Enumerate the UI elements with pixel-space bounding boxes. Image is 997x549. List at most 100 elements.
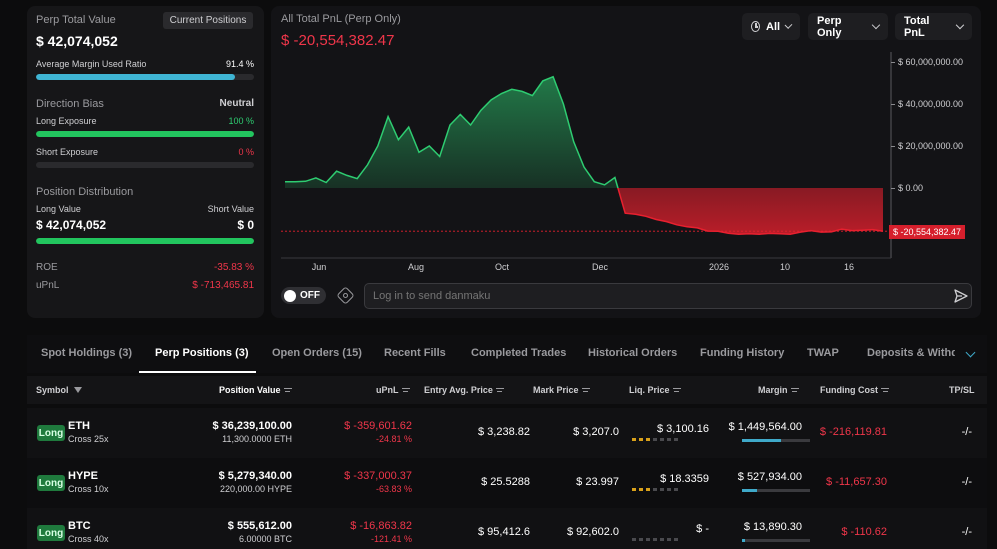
clock-icon <box>751 21 761 32</box>
x-tick-label: Jun <box>311 262 327 272</box>
x-tick-label: Oct <box>494 262 510 272</box>
x-tick-label: 2026 <box>708 262 730 272</box>
y-tick-label: $ 40,000,000.00 <box>898 99 964 109</box>
current-pnl-axis-label: $ -20,554,382.47 <box>889 225 966 239</box>
x-tick-label: 16 <box>843 262 855 272</box>
danmaku-input[interactable] <box>364 283 972 309</box>
sort-icon[interactable] <box>401 387 410 394</box>
table-row[interactable]: Long BTC Cross 40x $ 555,612.00 6.00000 … <box>27 508 987 549</box>
upnl-percent: -24.81 % <box>375 434 412 444</box>
margin-value: $ 527,934.00 <box>737 471 802 483</box>
position-value: $ 36,239,100.00 <box>212 420 292 432</box>
send-icon[interactable] <box>953 288 969 304</box>
short-value: $ 0 <box>237 218 254 232</box>
col-upnl-label: uPnL <box>376 385 399 395</box>
tab-recent-fills[interactable]: Recent Fills <box>384 347 446 359</box>
toggle-knob <box>284 289 296 302</box>
chevron-down-icon <box>955 20 965 30</box>
tab-open-orders[interactable]: Open Orders (15) <box>272 347 362 359</box>
col-funding-cost[interactable]: Funding Cost <box>820 385 889 395</box>
col-margin[interactable]: Margin <box>758 385 799 395</box>
tab-twap[interactable]: TWAP <box>807 347 839 359</box>
col-mark-price[interactable]: Mark Price <box>533 385 590 395</box>
symbol-name[interactable]: BTC <box>68 520 91 532</box>
funding-cost: $ -110.62 <box>841 526 887 538</box>
tab-historical-orders[interactable]: Historical Orders <box>588 347 678 359</box>
range-dropdown[interactable]: All <box>742 13 800 40</box>
leverage: Cross 25x <box>68 434 109 444</box>
x-tick-label: Aug <box>407 262 425 272</box>
metric-dropdown[interactable]: Total PnL <box>895 13 972 40</box>
col-upnl[interactable]: uPnL <box>376 385 410 395</box>
tpsl-value[interactable]: -/- <box>961 426 972 438</box>
entry-price: $ 95,412.6 <box>478 526 530 538</box>
long-exposure-label: Long Exposure <box>36 116 97 126</box>
perp-total-value-label: Perp Total Value <box>36 14 116 26</box>
long-exposure-value: 100 % <box>228 116 254 126</box>
position-value: $ 555,612.00 <box>227 520 292 532</box>
tab-spot-holdings[interactable]: Spot Holdings (3) <box>41 347 133 359</box>
sort-icon[interactable] <box>672 387 681 394</box>
col-funding-label: Funding Cost <box>820 385 878 395</box>
pnl-chart[interactable] <box>271 40 981 280</box>
long-value-label: Long Value <box>36 204 81 214</box>
position-size: 11,300.0000 ETH <box>222 434 292 444</box>
sort-icon[interactable] <box>881 387 889 394</box>
col-liq-price[interactable]: Liq. Price <box>629 385 681 395</box>
sort-icon[interactable] <box>581 387 590 394</box>
current-positions-badge[interactable]: Current Positions <box>163 12 253 29</box>
liq-price: $ - <box>696 523 709 535</box>
x-tick-label: Dec <box>591 262 609 272</box>
symbol-name[interactable]: HYPE <box>68 470 98 482</box>
upnl-value: $ -337,000.37 <box>344 470 412 482</box>
leverage: Cross 40x <box>68 534 109 544</box>
short-exposure-label: Short Exposure <box>36 147 99 157</box>
avg-margin-value: 91.4 % <box>225 59 254 69</box>
upnl-percent: -121.41 % <box>370 534 412 544</box>
avg-margin-bar <box>36 74 254 80</box>
side-badge: Long <box>37 525 65 541</box>
upnl-label: uPnL <box>36 280 60 291</box>
sort-icon[interactable] <box>790 387 799 394</box>
mark-price: $ 23.997 <box>576 476 619 488</box>
col-tpsl-label: TP/SL <box>949 385 975 395</box>
tpsl-value[interactable]: -/- <box>961 526 972 538</box>
position-size: 6.00000 BTC <box>238 534 292 544</box>
tpsl-value[interactable]: -/- <box>961 476 972 488</box>
col-entry-price[interactable]: Entry Avg. Price <box>424 385 504 395</box>
roe-value: -35.83 % <box>213 262 254 273</box>
col-symbol-label: Symbol <box>36 385 69 395</box>
scope-dropdown[interactable]: Perp Only <box>808 13 888 40</box>
filter-icon[interactable] <box>73 387 82 393</box>
funding-cost: $ -216,119.81 <box>819 426 887 438</box>
col-symbol[interactable]: Symbol <box>36 385 82 395</box>
position-value: $ 5,279,340.00 <box>218 470 292 482</box>
perp-total-value: $ 42,074,052 <box>36 33 118 49</box>
col-position-value[interactable]: Position Value <box>219 385 292 395</box>
active-tab-underline <box>139 371 256 373</box>
table-row[interactable]: Long HYPE Cross 10x $ 5,279,340.00 220,0… <box>27 458 987 508</box>
tab-perp-positions[interactable]: Perp Positions (3) <box>155 347 249 359</box>
table-row[interactable]: Long ETH Cross 25x $ 36,239,100.00 11,30… <box>27 408 987 458</box>
danmaku-toggle[interactable]: OFF <box>281 287 326 304</box>
short-value-label: Short Value <box>207 204 254 214</box>
pnl-area-positive <box>285 76 883 188</box>
sort-icon[interactable] <box>495 387 504 394</box>
tab-deposits-withdrawals[interactable]: Deposits & Withdra <box>867 347 955 359</box>
col-entry-label: Entry Avg. Price <box>424 385 493 395</box>
y-tick-label: $ 60,000,000.00 <box>898 57 964 67</box>
symbol-name[interactable]: ETH <box>68 420 90 432</box>
tab-funding-history[interactable]: Funding History <box>700 347 785 359</box>
danmaku-toggle-label: OFF <box>300 290 320 301</box>
side-badge: Long <box>37 475 65 491</box>
col-position-value-label: Position Value <box>219 385 281 395</box>
liq-risk-indicator <box>632 438 678 441</box>
upnl-value: $ -16,863.82 <box>350 520 412 532</box>
side-badge: Long <box>37 425 65 441</box>
tab-completed-trades[interactable]: Completed Trades <box>471 347 567 359</box>
col-liq-label: Liq. Price <box>629 385 670 395</box>
col-mark-label: Mark Price <box>533 385 579 395</box>
chart-title: All Total PnL (Perp Only) <box>281 13 401 25</box>
sort-icon[interactable] <box>283 387 292 394</box>
roe-label: ROE <box>36 262 58 273</box>
